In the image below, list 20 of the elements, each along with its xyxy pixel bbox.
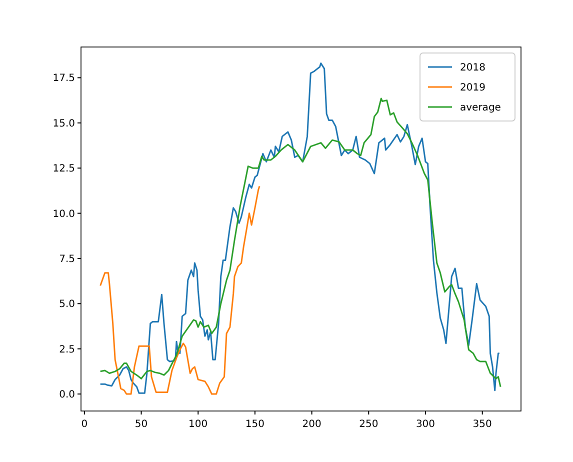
y-tick-label: 2.5 (59, 344, 75, 356)
x-tick-label: 50 (134, 419, 148, 430)
x-tick-label: 300 (416, 419, 436, 430)
legend-label: 2019 (460, 82, 486, 94)
y-tick-label: 7.5 (59, 254, 75, 265)
x-tick-label: 0 (81, 419, 88, 430)
y-tick-label: 17.5 (52, 73, 75, 84)
y-tick-label: 5.0 (59, 299, 75, 310)
x-tick-label: 250 (359, 419, 378, 430)
line-series (100, 185, 260, 395)
y-tick-label: 0.0 (59, 390, 75, 401)
x-tick-label: 200 (302, 419, 322, 430)
y-tick-label: 12.5 (52, 164, 75, 175)
legend-label: average (460, 102, 501, 114)
y-tick-label: 10.0 (52, 208, 75, 220)
x-tick-label: 150 (245, 419, 264, 430)
x-tick-label: 350 (472, 419, 492, 430)
legend-label: 2018 (460, 62, 486, 74)
x-tick-label: 100 (188, 419, 208, 430)
y-tick-label: 15.0 (52, 118, 75, 130)
